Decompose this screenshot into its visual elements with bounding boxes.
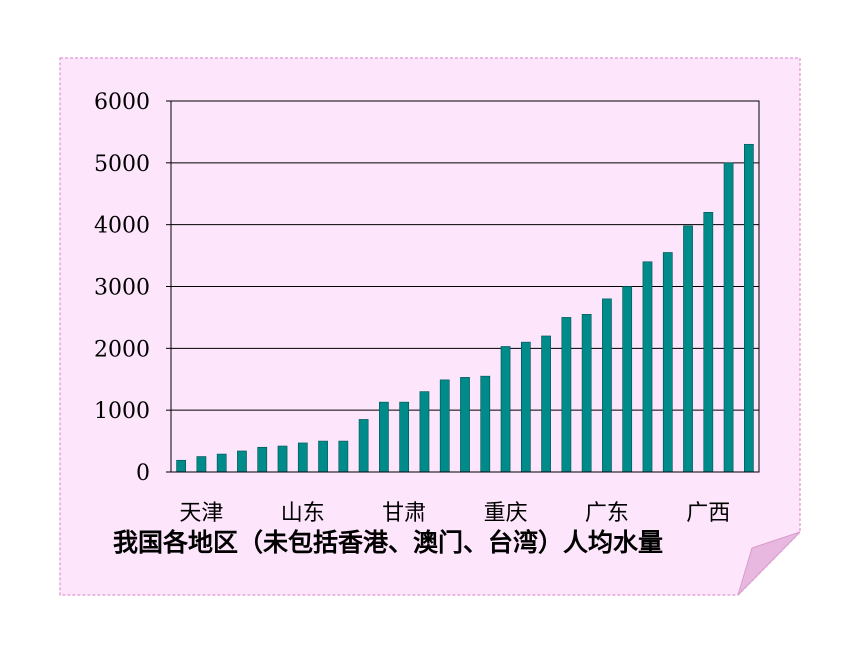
y-tick-label: 2000 (94, 337, 150, 362)
bar (196, 456, 207, 473)
x-category-label: 山东 (280, 501, 325, 526)
bar (460, 377, 470, 473)
bar (602, 298, 612, 473)
y-tick-label: 3000 (94, 276, 150, 301)
bar (500, 346, 511, 473)
chart-caption: 我国各地区（未包括香港、澳门、台湾）人均水量 (113, 528, 664, 557)
y-tick-label: 1000 (94, 399, 150, 424)
bar (622, 286, 633, 473)
bar (237, 450, 247, 473)
y-tick-label: 4000 (94, 214, 150, 239)
bar (480, 375, 491, 473)
x-category-label: 广西 (686, 501, 731, 526)
bar (581, 314, 592, 473)
bars (176, 143, 754, 473)
plot-area-frame (170, 100, 760, 473)
bar (561, 317, 572, 473)
bar (642, 261, 653, 473)
bar (743, 143, 754, 473)
bar (439, 379, 450, 473)
x-category-label: 重庆 (483, 501, 528, 526)
bar (216, 453, 227, 473)
y-tick-label: 5000 (94, 152, 150, 177)
bar (683, 225, 693, 473)
bar (379, 401, 389, 473)
card-folded-corner (737, 531, 801, 596)
bar (257, 446, 268, 473)
bar (520, 341, 531, 473)
y-tick-label: 0 (136, 461, 150, 486)
bar (277, 445, 288, 473)
bar (419, 391, 430, 473)
x-category-label: 甘肃 (382, 501, 427, 526)
bar (723, 162, 734, 473)
x-category-label: 天津 (179, 501, 224, 526)
bar (399, 401, 410, 473)
bar (297, 442, 308, 473)
bar (318, 440, 328, 473)
y-tick-labels: 0 1000 2000 3000 4000 5000 6000 (94, 90, 171, 486)
x-category-label: 广东 (584, 501, 629, 526)
bar (703, 212, 714, 473)
bar (662, 252, 673, 473)
bar (541, 335, 551, 473)
bar (338, 440, 349, 473)
bar (176, 459, 187, 473)
bar (358, 419, 369, 473)
y-tick-label: 6000 (94, 90, 150, 115)
